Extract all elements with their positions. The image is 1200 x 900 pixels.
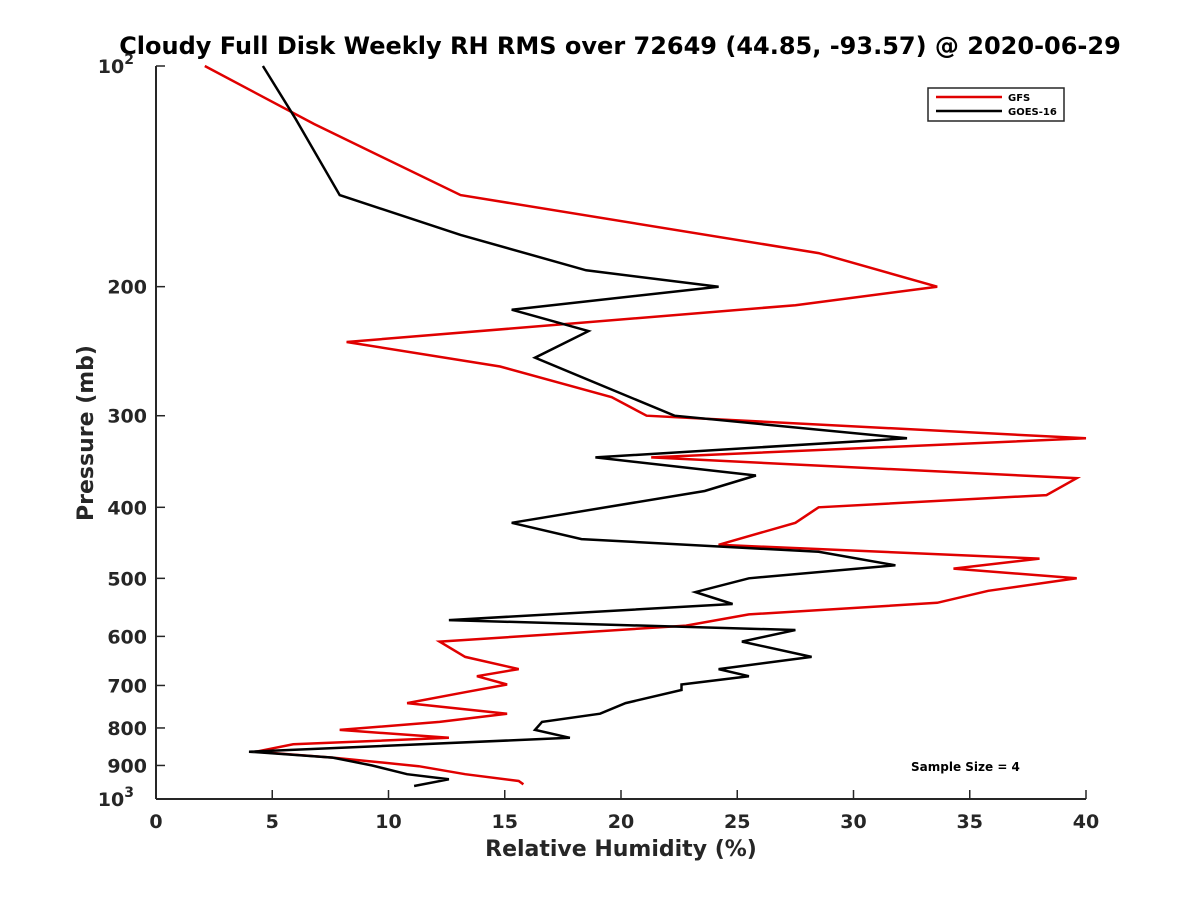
legend: GFS GOES-16 [927,87,1065,122]
x-ticks: 0 5 10 15 20 25 30 35 40 [149,790,1099,833]
y-tick-label: 400 [107,497,147,519]
x-tick-label: 40 [1073,811,1099,833]
x-axis-label: Relative Humidity (%) [485,837,757,862]
y-tick-label: 200 [107,277,147,299]
y-tick-label: 900 [107,755,147,777]
y-ticks: 102 200 300 400 500 600 700 800 900 103 [98,52,165,811]
series-line-gfs [204,64,1087,786]
y-tick-label: 102 [98,52,134,78]
y-axis-label: Pressure (mb) [74,345,99,521]
x-tick-label: 0 [149,811,162,833]
x-tick-label: 5 [266,811,279,833]
x-tick-label: 15 [492,811,518,833]
legend-label-goes16: GOES-16 [1008,107,1057,118]
plot-axes [155,66,1086,800]
series-line-goes-16 [248,65,908,788]
y-tick-label: 800 [107,718,147,740]
legend-box [927,87,1065,122]
x-tick-label: 25 [724,811,750,833]
x-tick-label: 20 [608,811,634,833]
y-tick-label: 300 [107,406,147,428]
legend-label-gfs: GFS [1008,93,1030,104]
y-tick-label: 103 [98,785,134,811]
chart-title: Cloudy Full Disk Weekly RH RMS over 7264… [119,32,1121,60]
y-tick-label: 500 [107,568,147,590]
sample-size-annotation: Sample Size = 4 [911,760,1020,774]
y-tick-label: 600 [107,626,147,648]
x-tick-label: 30 [840,811,866,833]
y-tick-label: 700 [107,675,147,697]
series-layer [204,64,1087,788]
x-tick-label: 35 [957,811,983,833]
x-tick-label: 10 [375,811,401,833]
